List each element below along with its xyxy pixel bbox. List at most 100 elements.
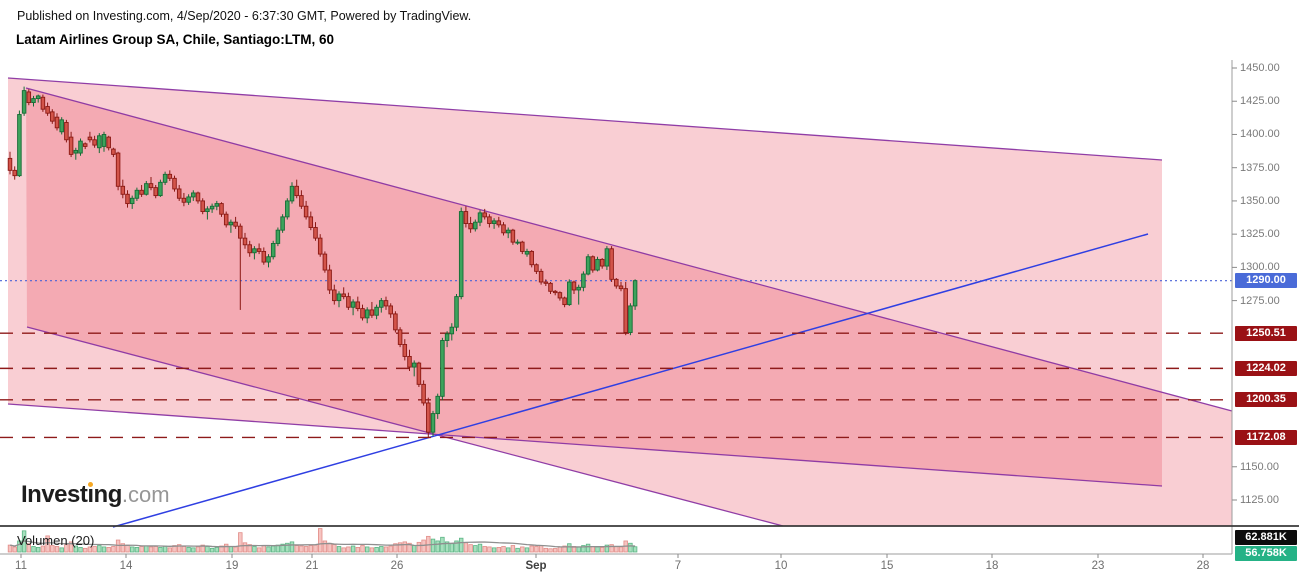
candle-body (275, 229, 281, 244)
volume-bar (463, 542, 469, 553)
candle-body (228, 221, 234, 226)
candle-body (238, 225, 243, 239)
candle-body (402, 344, 408, 357)
candle-body (97, 135, 102, 149)
volume-bar (322, 540, 328, 553)
volume-bar (505, 547, 511, 553)
candle-body (477, 212, 483, 223)
volume-bar (444, 541, 450, 553)
time-axis-label-7: 7 (674, 560, 682, 572)
candle-body (50, 111, 55, 122)
candle-body (534, 264, 539, 272)
candle-body (463, 211, 469, 224)
candle-body (120, 185, 126, 195)
volume-bar (524, 547, 530, 553)
candle-body (454, 296, 459, 328)
volume-bar (449, 543, 454, 553)
volume-bar (45, 535, 50, 553)
volume-bar (12, 546, 17, 553)
volume-bar (209, 547, 215, 553)
volume-bar (68, 541, 74, 553)
volume-bar (158, 547, 163, 553)
candle-body (64, 122, 69, 141)
channel-border-line-3[interactable] (26, 326, 784, 527)
candle-body (538, 270, 544, 283)
volume-bar (195, 546, 201, 553)
volume-bar (144, 545, 149, 553)
candle-body (491, 220, 497, 224)
volume-bar (529, 545, 534, 553)
volume-bar (614, 546, 619, 553)
channel-border-line-0[interactable] (7, 77, 1163, 161)
volume-ma-line (9, 540, 636, 548)
volume-bar (219, 545, 224, 553)
volume-bar (289, 541, 295, 553)
candle-body (364, 309, 370, 319)
price-axis-label-1125.00: 1125.00 (1240, 493, 1279, 506)
candle-body (346, 296, 351, 308)
volume-bar (346, 546, 351, 553)
volume-bar (416, 541, 422, 553)
candle-body (505, 229, 511, 234)
time-axis-label-19: 19 (225, 560, 239, 572)
volume-bar (332, 544, 337, 553)
candle-body (501, 224, 506, 234)
candle-body (68, 136, 74, 155)
candle-body (618, 285, 624, 290)
volume-bar (473, 545, 478, 553)
volume-bar (280, 543, 285, 553)
volume-bar (369, 547, 375, 553)
channel-border-line-1[interactable] (7, 403, 1163, 487)
candle-body (388, 305, 393, 315)
volume-bar (501, 546, 506, 553)
volume-last-badge: 56.758K (1235, 545, 1297, 561)
candle-body (31, 98, 36, 104)
candle-body (614, 278, 619, 287)
candle-body (520, 241, 525, 252)
volume-bar (379, 546, 384, 553)
volume-bar (553, 548, 558, 553)
volume-bar (40, 545, 46, 553)
blue-trendline[interactable] (112, 233, 1149, 528)
volume-bar (125, 544, 130, 553)
candle-body (181, 197, 187, 203)
candle-body (341, 293, 346, 298)
candle-body (303, 205, 309, 218)
candle-body (209, 205, 215, 210)
volume-bar (26, 543, 31, 553)
candle-body (623, 288, 628, 333)
candle-body (421, 383, 426, 404)
volume-bar (101, 546, 107, 553)
volume-bar (205, 546, 210, 553)
volume-bar (609, 544, 614, 553)
price-axis-label-1425.00: 1425.00 (1240, 95, 1280, 108)
volume-bar (407, 542, 412, 553)
candle-body (430, 413, 436, 433)
volume-bar (355, 547, 360, 553)
price-axis-label-1300.00: 1300.00 (1240, 261, 1280, 274)
volume-bar (200, 544, 205, 553)
candle-body (200, 200, 205, 213)
volume-bar (7, 544, 13, 553)
volume-bar (393, 543, 398, 553)
candle-body (313, 227, 318, 239)
candle-body (82, 143, 88, 147)
volume-bar (350, 545, 356, 553)
price-axis-label-1450.00: 1450.00 (1240, 62, 1280, 74)
volume-bar (388, 545, 393, 553)
volume-bar (139, 546, 144, 553)
candle-body (383, 300, 389, 307)
candle-body (158, 181, 163, 197)
volume-bar (17, 540, 22, 553)
volume-bar (256, 547, 262, 553)
volume-bar (628, 542, 633, 553)
volume-indicator-label[interactable]: Volumen (20) (17, 533, 95, 548)
candle-body (374, 306, 379, 316)
price-axis-label-1150.00: 1150.00 (1240, 460, 1279, 473)
published-line: Published on Investing.com, 4/Sep/2020 -… (17, 9, 472, 23)
volume-bar (430, 538, 436, 553)
channel-border-line-2[interactable] (25, 87, 1233, 412)
candle-body (628, 305, 633, 333)
candle-body (294, 185, 299, 197)
